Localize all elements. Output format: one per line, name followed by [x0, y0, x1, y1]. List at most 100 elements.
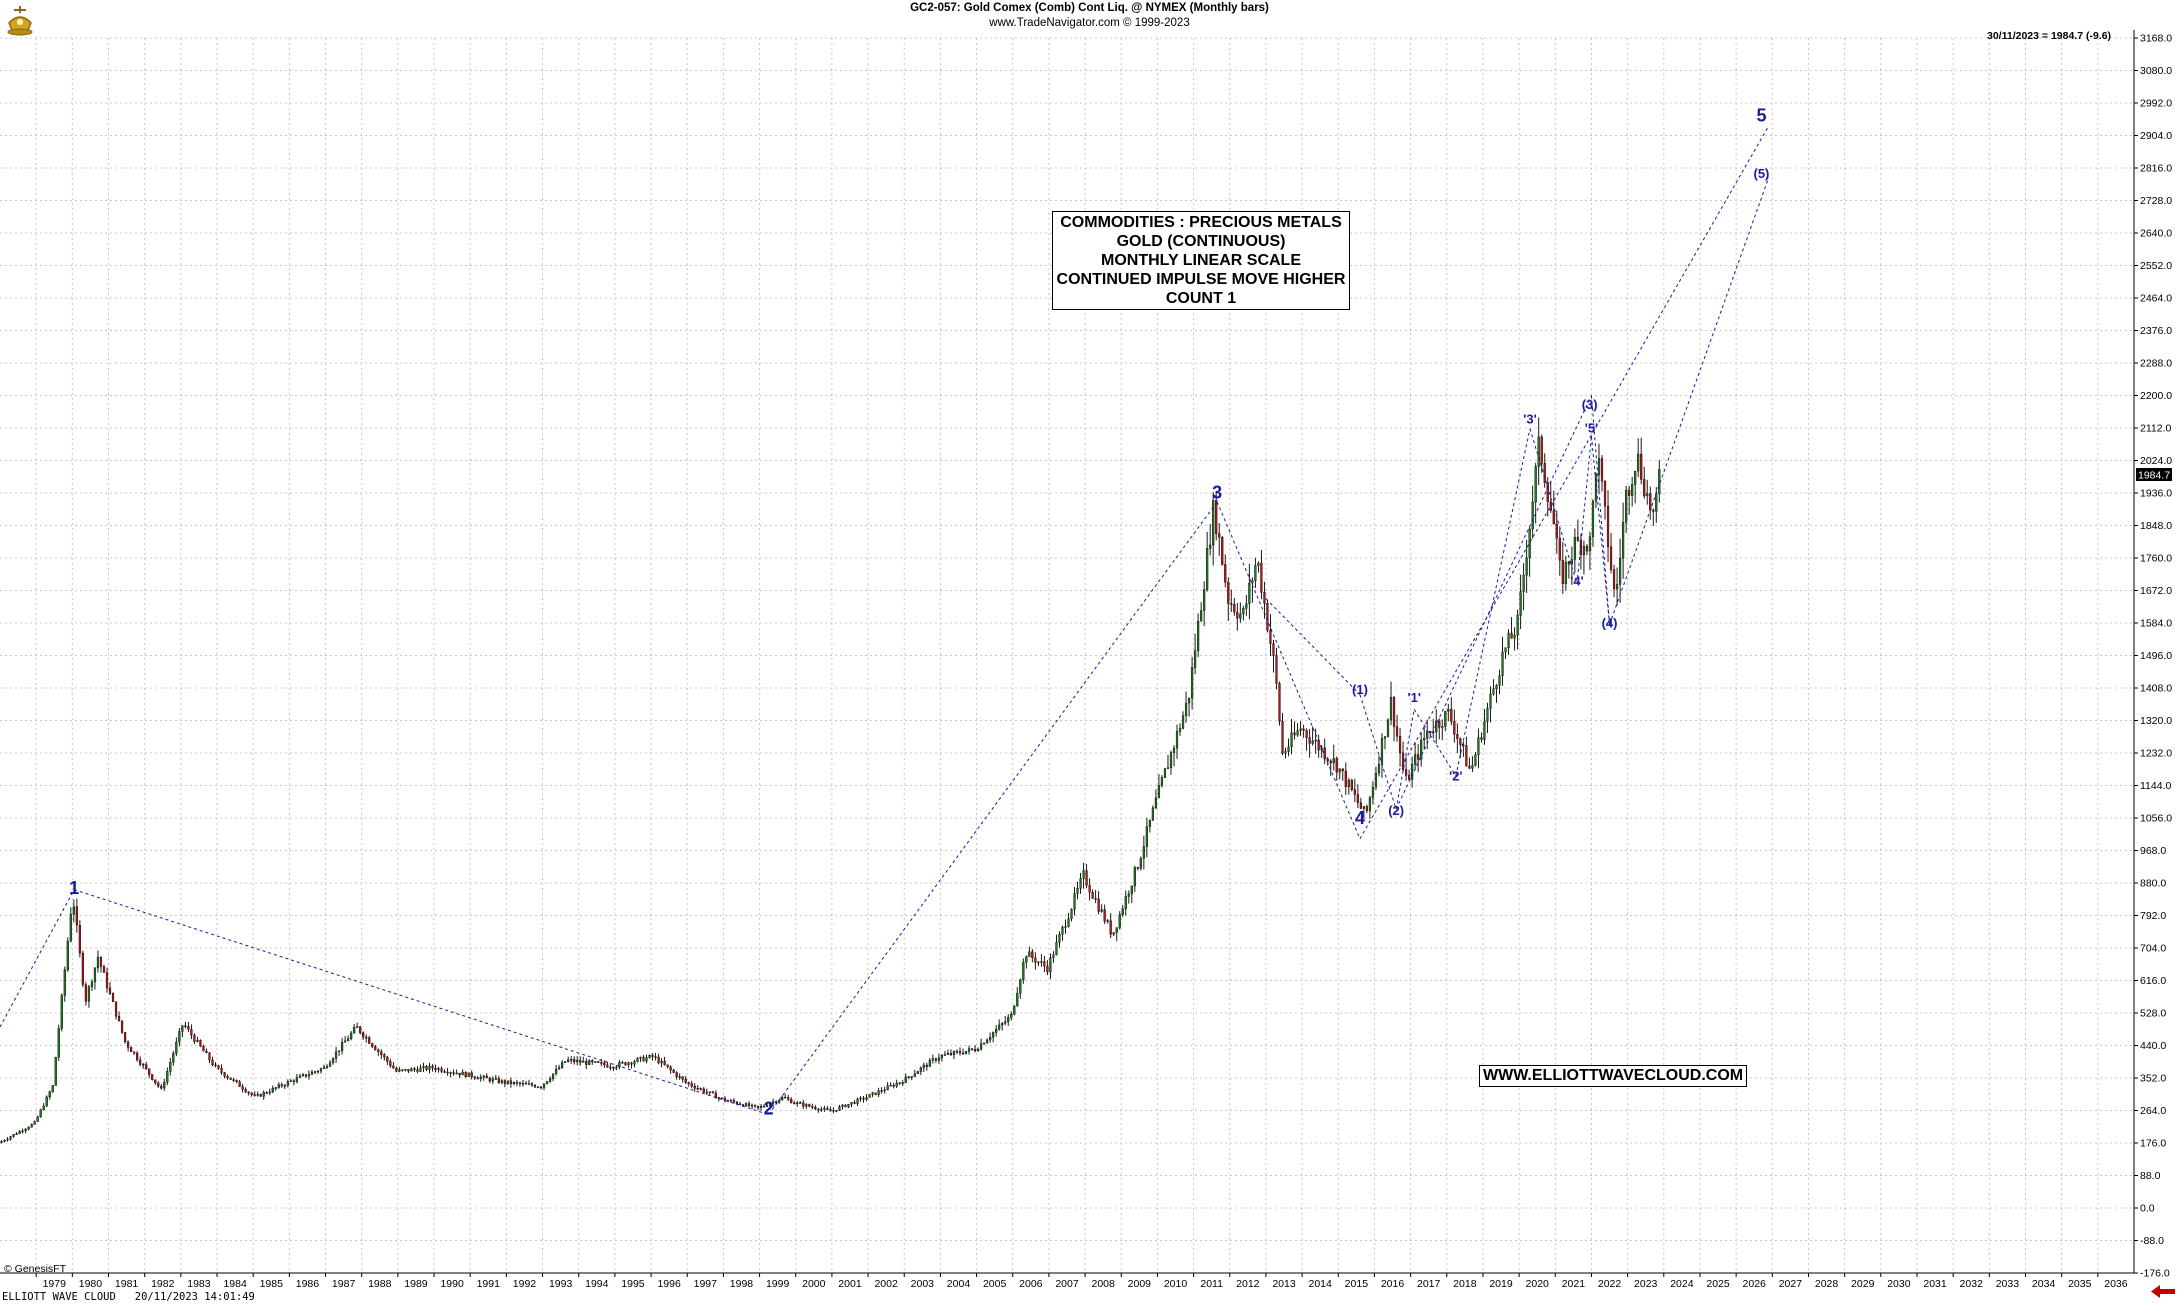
candle-down	[1401, 752, 1405, 770]
candle-up	[163, 1082, 166, 1089]
candle-up	[196, 1040, 199, 1042]
candle-up	[865, 1097, 868, 1100]
wave-label: '2'	[1449, 768, 1462, 783]
candle-up	[1040, 961, 1043, 963]
candle-up	[1257, 562, 1260, 566]
candle-up	[331, 1058, 335, 1063]
candle-up	[467, 1072, 470, 1077]
candle-up	[1148, 819, 1151, 827]
candle-up	[1197, 620, 1200, 651]
candle-down	[585, 1061, 588, 1065]
candle-down	[696, 1088, 699, 1090]
candle-up	[1193, 650, 1197, 668]
candle-down	[880, 1090, 883, 1092]
candle-down	[1540, 436, 1543, 464]
candle-up	[0, 1141, 3, 1144]
candle-up	[21, 1130, 24, 1133]
candle-down	[458, 1072, 461, 1076]
candle-up	[1625, 490, 1628, 523]
candle-down	[814, 1107, 817, 1110]
candle-down	[1549, 501, 1552, 511]
wave-label: '5'	[1585, 420, 1598, 435]
candle-up	[500, 1080, 503, 1083]
candle-up	[181, 1025, 184, 1032]
candle-up	[1582, 545, 1586, 556]
candle-up	[576, 1060, 579, 1063]
candle-up	[33, 1121, 36, 1125]
candle-up	[796, 1102, 799, 1104]
candle-down	[1094, 898, 1097, 900]
candle-up	[1145, 826, 1148, 847]
candle-up	[708, 1091, 711, 1093]
candle-up	[3, 1140, 6, 1142]
y-tick-label: 968.0	[2140, 845, 2166, 857]
x-tick-label: 2035	[2068, 1278, 2092, 1290]
candle-up	[87, 986, 91, 1002]
candle-up	[15, 1133, 18, 1135]
candle-down	[362, 1032, 365, 1038]
candle-down	[1091, 892, 1094, 899]
candle-up	[1591, 500, 1595, 537]
candle-down	[1233, 604, 1236, 613]
candle-down	[1335, 758, 1338, 773]
candle-up	[1016, 993, 1019, 1007]
candle-up	[1254, 565, 1257, 581]
candle-down	[1085, 870, 1088, 886]
candle-down	[705, 1091, 708, 1094]
candle-up	[506, 1080, 509, 1084]
candle-up	[1637, 453, 1640, 472]
candle-up	[1203, 589, 1206, 611]
candle-down	[1612, 569, 1616, 590]
candle-up	[781, 1096, 784, 1101]
candle-up	[542, 1083, 546, 1088]
candle-up	[759, 1106, 763, 1108]
candle-up	[316, 1070, 320, 1073]
scroll-back-arrow-icon[interactable]	[2149, 1283, 2177, 1300]
candle-down	[1576, 536, 1579, 541]
candle-up	[1474, 754, 1477, 766]
candle-up	[1377, 764, 1381, 774]
status-footer: ELLIOTT WAVE CLOUD 20/11/2023 14:01:49	[2, 1291, 255, 1303]
candle-down	[1552, 510, 1555, 525]
candle-up	[1489, 693, 1492, 709]
candle-up	[1151, 807, 1155, 821]
candle-down	[292, 1080, 295, 1082]
candle-down	[1350, 779, 1353, 790]
candle-up	[319, 1068, 323, 1072]
info-line-2: GOLD (CONTINUOUS)	[1116, 233, 1286, 250]
candle-up	[1079, 878, 1082, 889]
wave-line	[73, 889, 769, 1116]
candle-up	[428, 1065, 431, 1070]
wave-label: 1	[69, 878, 79, 898]
candle-up	[765, 1105, 769, 1107]
candle-down	[464, 1071, 467, 1077]
y-tick-label: 2464.0	[2140, 293, 2172, 305]
candle-up	[558, 1067, 561, 1070]
candle-up	[769, 1103, 772, 1106]
candle-down	[81, 952, 84, 985]
candle-up	[841, 1104, 844, 1107]
candle-up	[1037, 961, 1040, 964]
candle-up	[886, 1085, 889, 1091]
candle-down	[241, 1086, 244, 1090]
candle-down	[663, 1060, 666, 1065]
y-tick-label: 704.0	[2140, 943, 2166, 955]
y-tick-label: 1056.0	[2140, 813, 2172, 825]
candle-up	[639, 1056, 642, 1059]
candle-up	[24, 1128, 27, 1132]
candle-up	[832, 1110, 835, 1112]
candle-up	[859, 1097, 862, 1100]
trade-navigator-logo-icon[interactable]	[3, 3, 37, 37]
candle-down	[1109, 920, 1112, 935]
candle-up	[521, 1082, 525, 1085]
candle-down	[784, 1096, 787, 1099]
candle-up	[1528, 528, 1531, 558]
candle-down	[1326, 758, 1329, 762]
wave-label: (1)	[1352, 682, 1368, 697]
candle-down	[497, 1078, 500, 1083]
candle-down	[111, 993, 115, 1002]
x-tick-label: 1991	[477, 1278, 501, 1290]
chart-info-box: COMMODITIES : PRECIOUS METALS GOLD (CONT…	[1052, 211, 1350, 310]
candle-up	[347, 1038, 350, 1042]
candle-up	[940, 1055, 944, 1059]
